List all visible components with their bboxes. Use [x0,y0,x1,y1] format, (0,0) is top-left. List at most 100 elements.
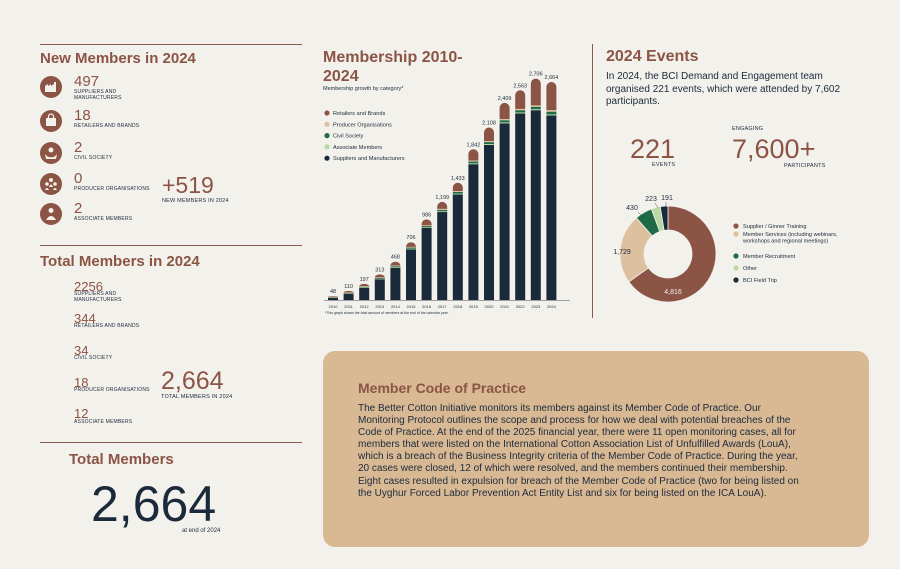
x-tick-label: 2013 [375,304,385,309]
bar-segment-suppliers-and-manufacturers [530,110,541,300]
bar-segment-civil-society [546,111,557,115]
events-divider [592,44,593,318]
bar-segment-associate-members [515,112,526,114]
donut-legend-label: BCI Field Trip [743,278,777,284]
bar-segment-retailers-and-brands [530,78,541,106]
donut-legend-swatch [733,277,739,283]
code-title: Member Code of Practice [358,380,527,396]
bar-segment-producer-organisations [359,286,370,287]
bar-stack [328,296,338,300]
leader-line [654,202,659,209]
new-members-total-label: NEW MEMBERS IN 2024 [162,198,229,204]
bar-segment-producer-organisations [499,119,510,121]
bar-segment-suppliers-and-manufacturers [499,123,510,300]
total-associate-label: ASSOCIATE MEMBERS [74,419,133,425]
bottom-left-rule [40,442,302,443]
bar-stack [484,127,494,300]
donut-legend-label: Other [743,266,757,272]
donut-legend-swatch [733,265,739,271]
bar-segment-associate-members [421,227,432,228]
bar-segment-retailers-and-brands [390,261,401,266]
bar-segment-producer-organisations [406,246,416,248]
donut-legend-label: Supplier / Ginner Training [743,224,806,230]
legend-label: Suppliers and Manufacturers [333,156,405,162]
x-tick-label: 2020 [485,304,495,309]
membership-chart-subtitle: Membership growth by category* [323,86,404,92]
total-members-2024-label: TOTAL MEMBERS IN 2024 [161,394,233,400]
engaging-label: ENGAGING [732,126,764,132]
bar-segment-civil-society [515,110,526,113]
bar-total-label: 986 [422,212,431,218]
bar-stack [343,291,354,300]
bar-segment-civil-society [406,247,416,249]
participants-value: 7,600+ [732,134,816,164]
bar-segment-associate-members [359,287,370,288]
events-description: In 2024, the BCI Demand and Engagement t… [606,71,841,107]
bar-segment-associate-members [437,211,448,213]
bar-total-label: 1,842 [467,142,481,148]
bar-total-label: 48 [330,289,336,295]
bar-segment-civil-society [390,266,401,268]
bar-segment-producer-organisations [515,108,526,111]
x-tick-label: 2021 [500,304,510,309]
bar-stack [468,149,479,300]
donut-value-label: 191 [661,195,673,202]
new-associate-value: 2 [74,200,83,217]
bar-segment-suppliers-and-manufacturers [515,113,526,300]
people-group-icon [40,173,62,195]
bar-segment-producer-organisations [374,277,385,278]
new-retailers-value: 18 [74,107,91,124]
membership-bar-chart: 48 2010 110 2011 197 2012 313 2013 468 2014 706 201… [324,72,570,309]
bar-segment-suppliers-and-manufacturers [374,279,385,300]
total-members-title: Total Members [69,451,174,468]
new-civil-label: CIVIL SOCIETY [74,155,113,161]
bar-total-label: 2,409 [498,96,512,102]
bar-segment-associate-members [546,114,557,116]
bar-segment-retailers-and-brands [406,242,416,247]
bar-segment-suppliers-and-manufacturers [437,212,448,300]
events-count-label: EVENTS [652,162,676,168]
bar-segment-retailers-and-brands [421,219,432,226]
code-of-practice-box [323,351,869,547]
bar-segment-producer-organisations [343,292,354,294]
bar-segment-retailers-and-brands [499,102,510,120]
legend-swatch [324,155,330,161]
bar-segment-producer-organisations [437,208,448,210]
total-members-2024-title: Total Members in 2024 [40,253,200,270]
bar-segment-associate-members [484,144,494,145]
bar-segment-producer-organisations [484,140,494,143]
events-donut-chart: 4,816 1,729 430 223 191 Supplier / Ginner Tra… [613,195,838,303]
bar-total-label: 110 [344,284,353,290]
bar-segment-civil-society [343,292,354,294]
bar-segment-retailers-and-brands [359,283,370,287]
new-associate-label: ASSOCIATE MEMBERS [74,216,133,222]
total-retailers-label: RETAILERS AND BRANDS [74,323,140,329]
hands-icon [40,142,62,164]
legend-label: Civil Society [333,134,364,140]
legend-swatch [324,133,330,139]
top-left-rule [40,44,302,45]
x-tick-label: 2016 [422,304,432,309]
donut-legend-swatch [733,253,739,259]
legend-label: Associate Members [333,145,382,151]
bar-stack [359,283,370,300]
x-tick-label: 2024 [547,304,557,309]
donut-legend-label: Member Services (including webinars, work… [742,232,838,245]
bar-segment-associate-members [406,248,416,250]
bar-segment-producer-organisations [452,191,463,192]
bar-segment-producer-organisations [546,110,557,112]
new-retailers-label: RETAILERS AND BRANDS [74,123,140,129]
total-members-2024-value: 2,664 [161,367,224,395]
donut-value-label: 4,816 [664,289,682,296]
bar-segment-suppliers-and-manufacturers [359,287,370,300]
bar-total-label: 468 [391,255,400,261]
bar-segment-civil-society [374,277,385,279]
bar-segment-civil-society [328,297,338,298]
bar-total-label: 2,664 [545,75,559,81]
x-tick-label: 2012 [360,304,370,309]
code-body: The Better Cotton Initiative monitors it… [358,403,799,499]
bar-segment-retailers-and-brands [437,201,448,209]
bar-total-label: 2,706 [529,72,543,78]
bar-segment-retailers-and-brands [452,182,463,192]
membership-chart-footnote: *This graph shows the total amount of me… [325,311,449,315]
